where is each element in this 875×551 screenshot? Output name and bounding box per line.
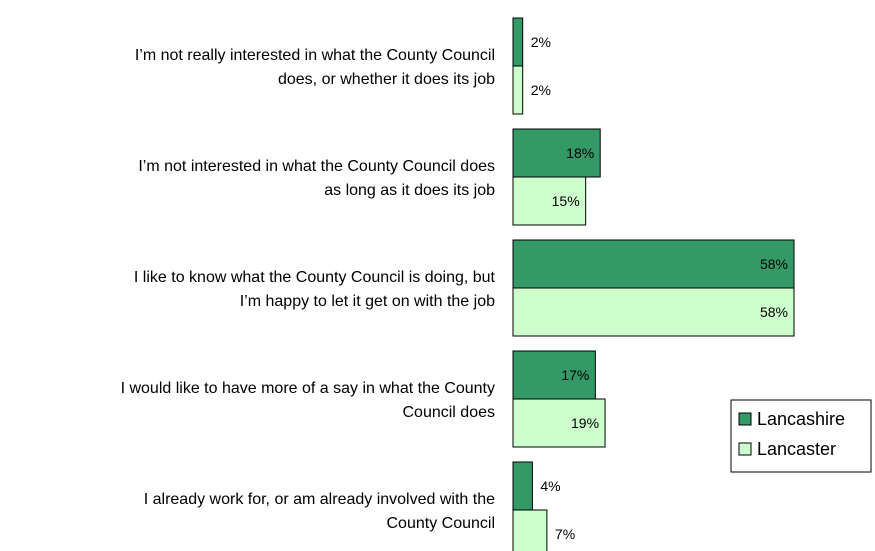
category-label: I’m not really interested in what the Co… [135,47,495,88]
bar-lancaster [512,65,524,115]
bar-lancashire [512,17,524,67]
category-label-line: I already work for, or am already involv… [144,491,495,508]
bar-lancaster [512,176,587,226]
data-label: 15% [552,193,580,209]
data-label: 2% [531,34,551,50]
value-labels: 2% 2% 18% 15% 58% 58% 17% 19% 4% 7% [531,34,788,542]
category-label-line: I would like to have more of a say in wh… [121,380,495,397]
category-label-line: County Council [387,515,496,532]
category-label-line: Council does [403,404,496,421]
category-label-line: does, or whether it does its job [278,71,495,88]
legend-label: Lancaster [757,439,836,459]
category-label: I like to know what the County Council i… [134,269,496,310]
bar-lancashire [512,461,533,511]
category-label-line: I’m happy to let it get on with the job [240,293,495,310]
category-label: I already work for, or am already involv… [144,491,495,532]
legend-swatch [738,412,752,426]
data-label: 7% [555,526,575,542]
legend-label: Lancashire [757,409,845,429]
data-label: 19% [571,415,599,431]
bar-group [512,17,795,551]
data-label: 2% [531,82,551,98]
legend-box [730,399,872,473]
bar-lancashire [512,128,601,178]
bar-lancashire [512,239,795,289]
data-label: 4% [540,478,560,494]
category-label-line: I’m not really interested in what the Co… [135,47,495,64]
category-label-line: I like to know what the County Council i… [134,269,496,286]
category-label-line: I’m not interested in what the County Co… [138,158,495,175]
bar-lancashire [512,350,596,400]
data-label: 58% [760,304,788,320]
bar-lancaster [512,509,548,551]
bar-lancaster [512,398,606,448]
data-label: 17% [561,367,589,383]
category-labels: I’m not really interested in what the Co… [121,47,496,532]
data-label: 18% [566,145,594,161]
category-label: I’m not interested in what the County Co… [138,158,495,199]
legend: Lancashire Lancaster [730,399,872,473]
data-label: 58% [760,256,788,272]
legend-swatch [738,442,752,456]
bar-lancaster [512,287,795,337]
category-label: I would like to have more of a say in wh… [121,380,495,421]
category-label-line: as long as it does its job [324,182,495,199]
